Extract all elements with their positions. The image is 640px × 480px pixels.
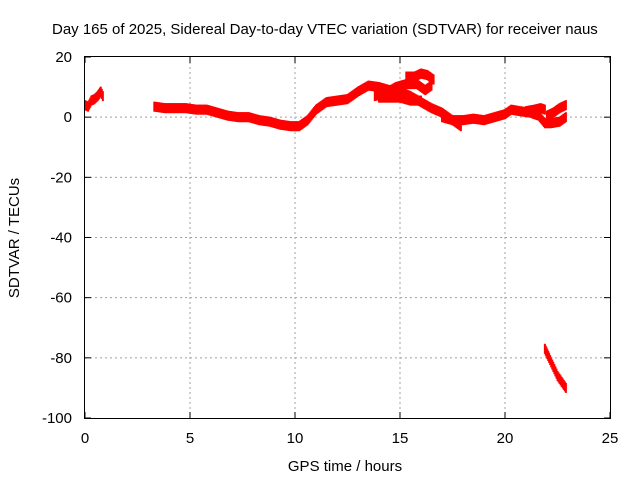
y-tick-label: -40	[50, 230, 72, 247]
x-tick-label: 25	[602, 430, 619, 447]
x-axis-label: GPS time / hours	[288, 458, 402, 475]
plot-frame	[84, 56, 611, 419]
series-segment-6	[441, 104, 567, 129]
tick-labels: 0 5 10 15 20 25 -100 -80 -60 -40 -20 0 20	[42, 49, 618, 447]
y-tick-label: -80	[50, 350, 72, 367]
y-tick-label: -100	[42, 410, 72, 427]
series-segment-7	[525, 103, 546, 117]
series-segment-5	[405, 68, 435, 85]
x-tick-label: 20	[497, 430, 514, 447]
series-segment-8	[546, 100, 567, 121]
x-tick-label: 5	[186, 430, 194, 447]
series-segment-1	[84, 86, 104, 112]
y-axis-label: SDTVAR / TECUs	[6, 178, 23, 298]
y-tick-label: 0	[64, 109, 72, 126]
x-tick-label: 15	[392, 430, 409, 447]
y-tick-label: 20	[55, 49, 72, 66]
chart-title: Day 165 of 2025, Sidereal Day-to-day VTE…	[52, 21, 598, 38]
y-tick-label: -60	[50, 290, 72, 307]
data-marks	[84, 68, 567, 393]
y-tick-label: -20	[50, 169, 72, 186]
series-segment-9	[543, 343, 567, 393]
x-tick-label: 10	[287, 430, 304, 447]
x-tick-label: 0	[81, 430, 89, 447]
series-segment-4	[378, 92, 422, 106]
